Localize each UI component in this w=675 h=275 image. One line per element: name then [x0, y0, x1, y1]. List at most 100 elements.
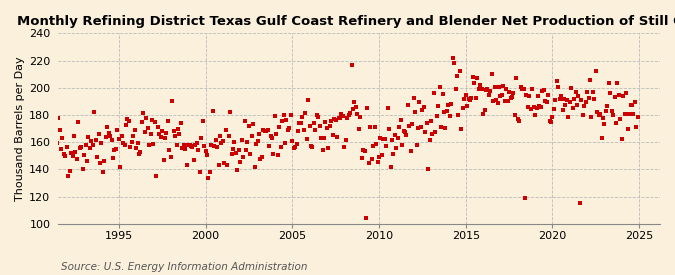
Point — [259, 128, 270, 133]
Point — [278, 113, 289, 117]
Point — [135, 150, 146, 155]
Point — [281, 118, 292, 122]
Point — [353, 127, 364, 132]
Point — [264, 144, 275, 148]
Point — [495, 94, 506, 98]
Point — [430, 130, 441, 134]
Point — [496, 93, 507, 97]
Point — [271, 132, 281, 136]
Point — [196, 136, 207, 140]
Point — [183, 143, 194, 147]
Point — [145, 132, 156, 136]
Point — [115, 165, 126, 169]
Point — [326, 119, 337, 123]
Point — [560, 103, 571, 108]
Point — [449, 61, 460, 65]
Point — [591, 69, 601, 73]
Point — [273, 153, 284, 157]
Point — [72, 157, 82, 162]
Point — [263, 128, 273, 132]
Point — [406, 149, 416, 153]
Point — [375, 136, 386, 140]
Point — [338, 114, 348, 119]
Point — [343, 113, 354, 118]
Point — [101, 135, 111, 140]
Point — [99, 159, 110, 163]
Point — [234, 148, 244, 152]
Point — [521, 92, 532, 97]
Point — [149, 119, 160, 124]
Point — [420, 130, 431, 134]
Point — [171, 143, 182, 147]
Point — [159, 136, 170, 141]
Point — [562, 98, 572, 102]
Point — [148, 142, 159, 146]
Point — [47, 137, 57, 141]
Point — [232, 168, 243, 172]
Point — [595, 112, 605, 117]
Point — [311, 113, 322, 117]
Point — [165, 155, 176, 160]
Point — [102, 125, 113, 130]
Point — [96, 141, 107, 145]
Point — [325, 124, 335, 128]
Point — [174, 132, 185, 136]
Point — [317, 148, 328, 152]
Point — [308, 120, 319, 125]
Point — [626, 103, 637, 107]
Point — [142, 126, 153, 131]
Point — [79, 153, 90, 157]
Point — [387, 138, 398, 142]
Point — [144, 143, 155, 147]
Point — [404, 123, 414, 128]
Point — [207, 109, 218, 113]
Point — [391, 145, 402, 150]
Point — [482, 87, 493, 91]
Point — [498, 84, 509, 89]
Point — [254, 131, 265, 136]
Point — [367, 157, 377, 162]
Point — [182, 163, 192, 168]
Point — [319, 136, 329, 140]
Point — [242, 140, 253, 144]
Point — [472, 76, 483, 80]
Point — [298, 128, 309, 132]
Point — [245, 152, 256, 156]
Point — [427, 132, 438, 136]
Point — [277, 119, 288, 123]
Point — [350, 104, 361, 109]
Point — [184, 142, 195, 147]
Point — [67, 154, 78, 158]
Point — [65, 150, 76, 155]
Point — [112, 128, 123, 133]
Point — [504, 89, 514, 94]
Point — [310, 127, 321, 132]
Point — [212, 145, 223, 149]
Point — [105, 134, 115, 139]
Point — [612, 81, 623, 86]
Point — [198, 144, 209, 148]
Point — [429, 90, 439, 95]
Point — [80, 143, 91, 148]
Point — [543, 93, 554, 98]
Point — [255, 157, 266, 161]
Point — [155, 135, 166, 140]
Point — [436, 125, 447, 129]
Point — [608, 113, 618, 117]
Point — [500, 99, 510, 103]
Point — [235, 160, 246, 164]
Point — [372, 159, 383, 164]
Point — [365, 125, 376, 130]
Point — [540, 99, 551, 103]
Point — [475, 83, 485, 87]
Point — [92, 154, 103, 159]
Point — [290, 145, 300, 150]
Point — [186, 144, 196, 148]
Point — [158, 158, 169, 163]
Point — [553, 85, 564, 89]
Point — [530, 113, 541, 117]
Point — [533, 94, 543, 98]
Point — [373, 155, 384, 160]
Point — [501, 87, 512, 92]
Point — [301, 137, 312, 141]
